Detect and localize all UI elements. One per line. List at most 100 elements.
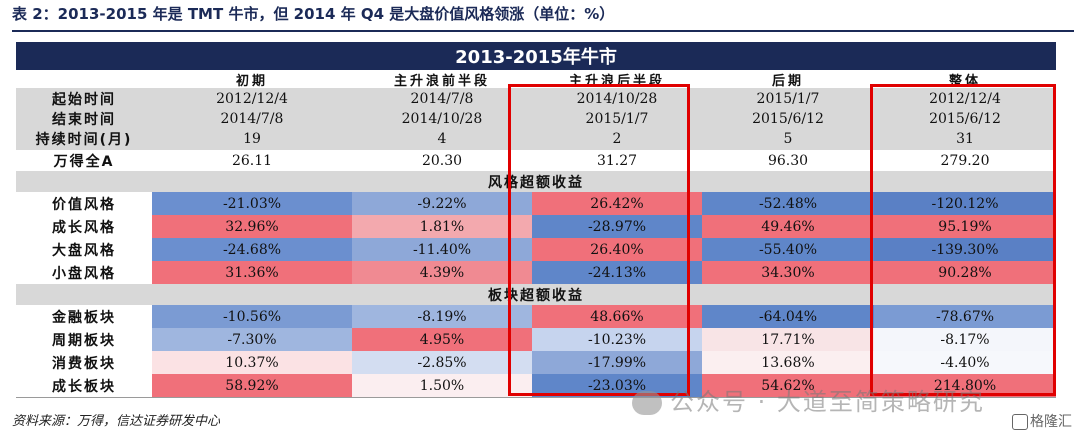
table-cell: 31.27 <box>596 152 638 169</box>
row-label: 起始时间 <box>52 91 116 108</box>
table-cell: 17.71% <box>702 328 874 351</box>
table-cell: 1.81% <box>352 215 532 238</box>
table-cell: 5 <box>783 131 793 147</box>
table-cell: 32.96% <box>152 215 352 238</box>
table-cell: -52.48% <box>702 192 874 215</box>
table-row: 成长板块 58.92% 1.50% -23.03% 54.62% 214.80% <box>16 374 1056 398</box>
row-label: 成长风格 <box>52 219 116 236</box>
table-cell: -10.56% <box>152 305 352 328</box>
table-cell: -7.30% <box>152 328 352 351</box>
table-cell: 58.92% <box>152 374 352 397</box>
table-cell: -55.40% <box>702 238 874 261</box>
period-row: 起始时间 2012/12/4 2014/7/8 2014/10/28 2015/1/7 2… <box>16 88 1056 109</box>
table-cell: 26.11 <box>231 152 273 169</box>
table-cell: 2014/10/28 <box>576 90 658 107</box>
table-cell: 49.46% <box>702 215 874 238</box>
row-label: 小盘风格 <box>52 265 116 282</box>
table-cell: -24.68% <box>152 238 352 261</box>
section-title: 风格超额收益 <box>488 174 584 191</box>
column-header: 主升浪前半段 <box>393 73 490 89</box>
table-cell: 54.62% <box>702 374 874 397</box>
badge: 格隆汇 <box>1012 411 1072 431</box>
table-cell: 96.30 <box>767 152 809 169</box>
highlight-box-overall <box>870 84 1056 396</box>
table-cell: 95.19% <box>874 215 1056 238</box>
table-cell: 2012/12/4 <box>929 90 1001 107</box>
table-cell: 2015/1/7 <box>585 110 649 127</box>
caption-divider <box>12 30 1074 32</box>
row-label: 消费板块 <box>52 355 116 372</box>
wechat-icon <box>632 391 662 415</box>
period-row: 结束时间 2014/7/8 2014/10/28 2015/1/7 2015/6/12 2… <box>16 109 1056 129</box>
table-cell: 214.80% <box>874 374 1056 397</box>
table-cell: -64.04% <box>702 305 874 328</box>
row-label: 价值风格 <box>52 196 116 213</box>
row-label: 结束时间 <box>52 111 116 128</box>
table-cell: 20.30 <box>421 152 463 169</box>
table-cell: -11.40% <box>352 238 532 261</box>
table-cell: -9.22% <box>352 192 532 215</box>
section-header-row: 风格超额收益 <box>16 171 1056 192</box>
table-cell: -8.17% <box>874 328 1056 351</box>
table-cell: -4.40% <box>874 351 1056 374</box>
table-cell: -28.97% <box>532 215 702 238</box>
column-header: 初期 <box>235 73 268 89</box>
table-row: 周期板块 -7.30% 4.95% -10.23% 17.71% -8.17% <box>16 328 1056 352</box>
table-title-row: 2013-2015年牛市 <box>16 42 1056 70</box>
table-cell: 2012/12/4 <box>216 90 288 107</box>
table-cell: 4.39% <box>352 261 532 284</box>
table-cell: 2014/7/8 <box>410 90 474 107</box>
table-cell: 31 <box>956 131 974 147</box>
table-cell: 2014/7/8 <box>220 110 284 127</box>
row-label: 周期板块 <box>52 332 116 349</box>
watermark: 公众号 · 大道至简策略研究 <box>632 382 985 417</box>
table-cell: 19 <box>243 131 261 147</box>
table-cell: 26.40% <box>532 238 702 261</box>
table-cell: -8.19% <box>352 305 532 328</box>
table-cell: 2014/10/28 <box>401 110 483 127</box>
table-cell: 1.50% <box>352 374 532 397</box>
table-cell: -120.12% <box>874 192 1056 215</box>
table-cell: -23.03% <box>532 374 702 397</box>
watermark-text: 公众号 · 大道至简策略研究 <box>670 388 985 416</box>
table-row: 成长风格 32.96% 1.81% -28.97% 49.46% 95.19% <box>16 215 1056 239</box>
badge-icon <box>1012 414 1028 430</box>
row-label: 成长板块 <box>52 378 116 395</box>
column-header: 后期 <box>771 73 804 89</box>
table-row: 消费板块 10.37% -2.85% -17.99% 13.68% -4.40% <box>16 351 1056 375</box>
row-label: 持续时间(月) <box>35 132 133 148</box>
table-cell: 48.66% <box>532 305 702 328</box>
table-row: 小盘风格 31.36% 4.39% -24.13% 34.30% 90.28% <box>16 261 1056 285</box>
table-cell: -24.13% <box>532 261 702 284</box>
row-label: 金融板块 <box>52 309 116 326</box>
table-cell: 2015/1/7 <box>756 90 820 107</box>
table-cell: 10.37% <box>152 351 352 374</box>
row-label: 大盘风格 <box>52 242 116 259</box>
section-title: 板块超额收益 <box>488 287 584 304</box>
source-note: 资料来源：万得，信达证券研发中心 <box>12 414 221 429</box>
table-cell: -78.67% <box>874 305 1056 328</box>
table-cell: 13.68% <box>702 351 874 374</box>
table-caption: 表 2：2013-2015 年是 TMT 牛市，但 2014 年 Q4 是大盘价… <box>12 5 615 23</box>
table-cell: 2015/6/12 <box>752 110 824 127</box>
table-cell: -2.85% <box>352 351 532 374</box>
table-cell: 90.28% <box>874 261 1056 284</box>
table-cell: 279.20 <box>940 152 990 169</box>
table-cell: 2015/6/12 <box>929 110 1001 127</box>
table-cell: 34.30% <box>702 261 874 284</box>
section-header-row: 板块超额收益 <box>16 284 1056 305</box>
highlight-box-q4 <box>508 84 690 396</box>
table-cell: -10.23% <box>532 328 702 351</box>
table-cell: 31.36% <box>152 261 352 284</box>
table-cell: -21.03% <box>152 192 352 215</box>
table-cell: 26.42% <box>532 192 702 215</box>
table-cell: 4.95% <box>352 328 532 351</box>
table-title: 2013-2015年牛市 <box>455 47 617 68</box>
table-row: 金融板块 -10.56% -8.19% 48.66% -64.04% -78.67% <box>16 305 1056 329</box>
table-cell: -17.99% <box>532 351 702 374</box>
table-cell: 4 <box>437 131 447 147</box>
table-cell: -139.30% <box>874 238 1056 261</box>
table-cell: 2 <box>612 131 622 147</box>
row-label: 万得全A <box>53 153 115 170</box>
badge-text: 格隆汇 <box>1030 414 1072 430</box>
